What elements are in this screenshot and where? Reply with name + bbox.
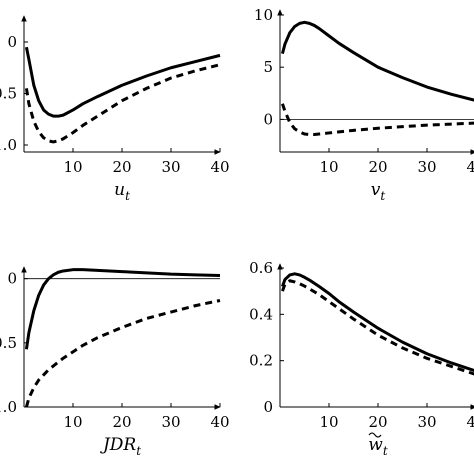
x-tick-label: 30 bbox=[161, 413, 180, 431]
x-tick-label: 40 bbox=[466, 158, 474, 176]
x-tick-label: 10 bbox=[319, 413, 338, 431]
y-tick-label: 0 bbox=[263, 110, 273, 128]
y-tick-label: 0.2 bbox=[249, 352, 273, 370]
panel-4: 10 20 30 40 0 0.2 0.4 0.6 wt bbox=[249, 259, 474, 458]
panel-1: 10 20 30 40 0 -0.5 -1.0 ut bbox=[0, 15, 230, 203]
x-tick-label: 10 bbox=[63, 413, 82, 431]
x-tick-label: 20 bbox=[368, 413, 387, 431]
y-tick-label: 0 bbox=[7, 33, 17, 51]
x-tick-label: 20 bbox=[112, 413, 131, 431]
y-tick-label: 0.6 bbox=[249, 259, 273, 277]
x-tick-label: 40 bbox=[466, 413, 474, 431]
x-tick-label: 10 bbox=[63, 158, 82, 176]
series-line-solid bbox=[281, 272, 474, 373]
series-line-dashed bbox=[281, 279, 474, 376]
y-tick-label: 0.4 bbox=[249, 305, 273, 323]
series-line-dashed bbox=[24, 63, 221, 144]
series-line-dashed bbox=[281, 103, 474, 137]
y-tick-label: 5 bbox=[263, 58, 273, 76]
x-axis-label: wt bbox=[368, 435, 388, 458]
x-tick-label: 20 bbox=[368, 158, 387, 176]
y-tick-label: 0 bbox=[263, 398, 273, 416]
x-axis-label: JDRt bbox=[100, 435, 141, 458]
x-axis-label: vt bbox=[371, 180, 386, 203]
series-line-solid bbox=[24, 46, 221, 118]
x-tick-label: 40 bbox=[210, 413, 229, 431]
x-tick-label: 30 bbox=[161, 158, 180, 176]
x-axis-label: ut bbox=[114, 180, 130, 203]
x-tick-label: 30 bbox=[417, 158, 436, 176]
y-tick-label: 10 bbox=[254, 6, 273, 24]
panel-3: 10 20 30 40 0 -0.5 -1.0 JDRt bbox=[0, 266, 230, 458]
series-line-dashed bbox=[25, 299, 221, 408]
x-tick-label: 30 bbox=[417, 413, 436, 431]
y-tick-label: -1.0 bbox=[0, 136, 17, 154]
x-tick-label: 20 bbox=[112, 158, 131, 176]
y-tick-label: 0 bbox=[7, 270, 17, 288]
panel-2: 10 20 30 40 0 5 10 vt bbox=[254, 6, 474, 203]
series-line-solid bbox=[24, 268, 221, 350]
y-tick-label: -1.0 bbox=[0, 398, 17, 416]
y-tick-label: -0.5 bbox=[0, 334, 17, 352]
x-tick-label: 10 bbox=[319, 158, 338, 176]
tilde-accent bbox=[368, 432, 382, 438]
x-tick-label: 40 bbox=[210, 158, 229, 176]
y-tick-label: -0.5 bbox=[0, 85, 17, 103]
series-line-solid bbox=[280, 20, 474, 102]
